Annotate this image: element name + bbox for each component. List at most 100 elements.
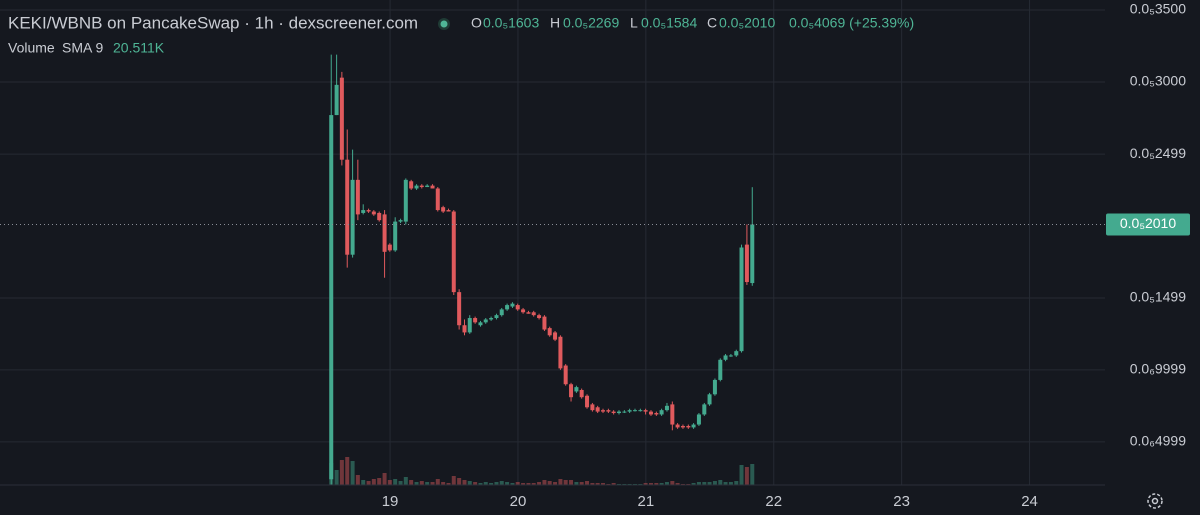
candle-body bbox=[489, 318, 494, 320]
candle-body bbox=[419, 185, 424, 188]
candle-body bbox=[606, 410, 611, 412]
x-tick-label: 21 bbox=[638, 493, 655, 510]
status-dot bbox=[440, 20, 448, 28]
volume-bar bbox=[601, 483, 606, 485]
volume-bar bbox=[723, 482, 728, 485]
candle-body bbox=[574, 387, 579, 392]
last-price-box bbox=[1106, 213, 1190, 236]
volume-bar bbox=[403, 477, 408, 485]
volume-bar bbox=[611, 483, 616, 485]
volume-bar bbox=[393, 479, 398, 485]
candle-body bbox=[526, 312, 531, 314]
candle-body bbox=[728, 355, 733, 357]
volume-bar bbox=[643, 483, 648, 485]
candle-body bbox=[675, 424, 680, 428]
change: 0.0₅4069 (+25.39%) bbox=[789, 15, 914, 31]
candle-body bbox=[563, 365, 568, 385]
volume-bar bbox=[648, 483, 653, 485]
candle-body bbox=[473, 318, 478, 323]
x-tick-label: 20 bbox=[510, 493, 527, 510]
candle-body bbox=[441, 207, 446, 212]
candle-body bbox=[744, 244, 749, 283]
candle-body bbox=[494, 315, 499, 319]
candle-body bbox=[702, 404, 707, 415]
ohlc-key: C bbox=[707, 15, 717, 31]
y-tick-label: 0.0₆4999 bbox=[1130, 433, 1186, 449]
volume-bar bbox=[473, 482, 478, 485]
candle-body bbox=[414, 185, 419, 189]
candle-body bbox=[361, 210, 366, 213]
x-tick-label: 24 bbox=[1021, 493, 1038, 510]
sma-value: 20.511K bbox=[113, 40, 165, 56]
volume-bar bbox=[553, 482, 558, 485]
candle-body bbox=[542, 316, 547, 330]
candle-body bbox=[680, 425, 685, 428]
volume-bar bbox=[521, 483, 526, 485]
volume-bar bbox=[585, 481, 590, 485]
volume-bar bbox=[675, 483, 680, 485]
candle-body bbox=[457, 292, 462, 326]
ohlc-value: 0.0₅1584 bbox=[641, 15, 697, 31]
x-tick-label: 22 bbox=[765, 493, 782, 510]
volume-bar bbox=[537, 482, 542, 485]
volume-bar bbox=[457, 478, 462, 485]
candle-body bbox=[611, 411, 616, 414]
candle-body bbox=[531, 312, 536, 316]
candle-body bbox=[387, 244, 392, 251]
candle-body bbox=[712, 379, 717, 395]
volume-bar bbox=[371, 479, 376, 485]
candle-body bbox=[632, 410, 637, 412]
volume-bar bbox=[531, 483, 536, 485]
plot-area bbox=[0, 0, 1105, 485]
volume-bar bbox=[739, 465, 744, 485]
volume-bar bbox=[707, 482, 712, 485]
volume-bar bbox=[744, 467, 749, 485]
candle-body bbox=[547, 328, 552, 336]
candle-body bbox=[329, 115, 334, 480]
volume-bar bbox=[510, 483, 515, 485]
candle-body bbox=[643, 410, 648, 412]
settings-icon[interactable] bbox=[1147, 493, 1163, 509]
candle-body bbox=[393, 221, 398, 251]
y-tick-label: 0.0₅1499 bbox=[1130, 289, 1186, 305]
volume-bar bbox=[489, 483, 494, 485]
candle-body bbox=[398, 220, 403, 222]
volume-bar bbox=[345, 457, 350, 485]
candle-body bbox=[691, 424, 696, 428]
volume-bar bbox=[654, 483, 659, 485]
sma-label: SMA 9 bbox=[62, 40, 103, 56]
candle-body bbox=[569, 384, 574, 398]
candle-body bbox=[553, 332, 558, 340]
volume-bar bbox=[696, 482, 701, 485]
candle-body bbox=[718, 359, 723, 380]
volume-bar bbox=[574, 482, 579, 485]
volume-bar bbox=[451, 476, 456, 485]
volume-bar bbox=[350, 461, 355, 485]
candle-body bbox=[483, 319, 488, 323]
candle-body bbox=[435, 188, 440, 211]
ohlc-value: 0.0₅2269 bbox=[563, 15, 619, 31]
volume-bar bbox=[670, 481, 675, 485]
volume-bar bbox=[750, 464, 755, 485]
volume-bar bbox=[494, 482, 499, 485]
volume-bar bbox=[435, 479, 440, 485]
volume-bar bbox=[462, 480, 467, 485]
candle-body bbox=[409, 181, 414, 189]
volume-bar bbox=[377, 478, 382, 485]
volume-bar bbox=[691, 483, 696, 485]
candle-body bbox=[686, 425, 691, 428]
volume-bar bbox=[387, 480, 392, 485]
ohlc-key: H bbox=[550, 15, 560, 31]
volume-bar bbox=[702, 482, 707, 485]
volume-bar bbox=[499, 481, 504, 485]
y-tick-label: 0.0₅3000 bbox=[1130, 73, 1186, 89]
candle-body bbox=[478, 322, 483, 326]
ohlc-value: 0.0₅2010 bbox=[719, 15, 775, 31]
volume-bar bbox=[382, 473, 387, 485]
volume-bar bbox=[398, 481, 403, 485]
volume-bar bbox=[659, 483, 664, 485]
volume-bar bbox=[734, 481, 739, 485]
candle-body bbox=[622, 411, 627, 413]
volume-bar bbox=[505, 482, 510, 485]
y-tick-label: 0.0₅3500 bbox=[1130, 1, 1186, 17]
